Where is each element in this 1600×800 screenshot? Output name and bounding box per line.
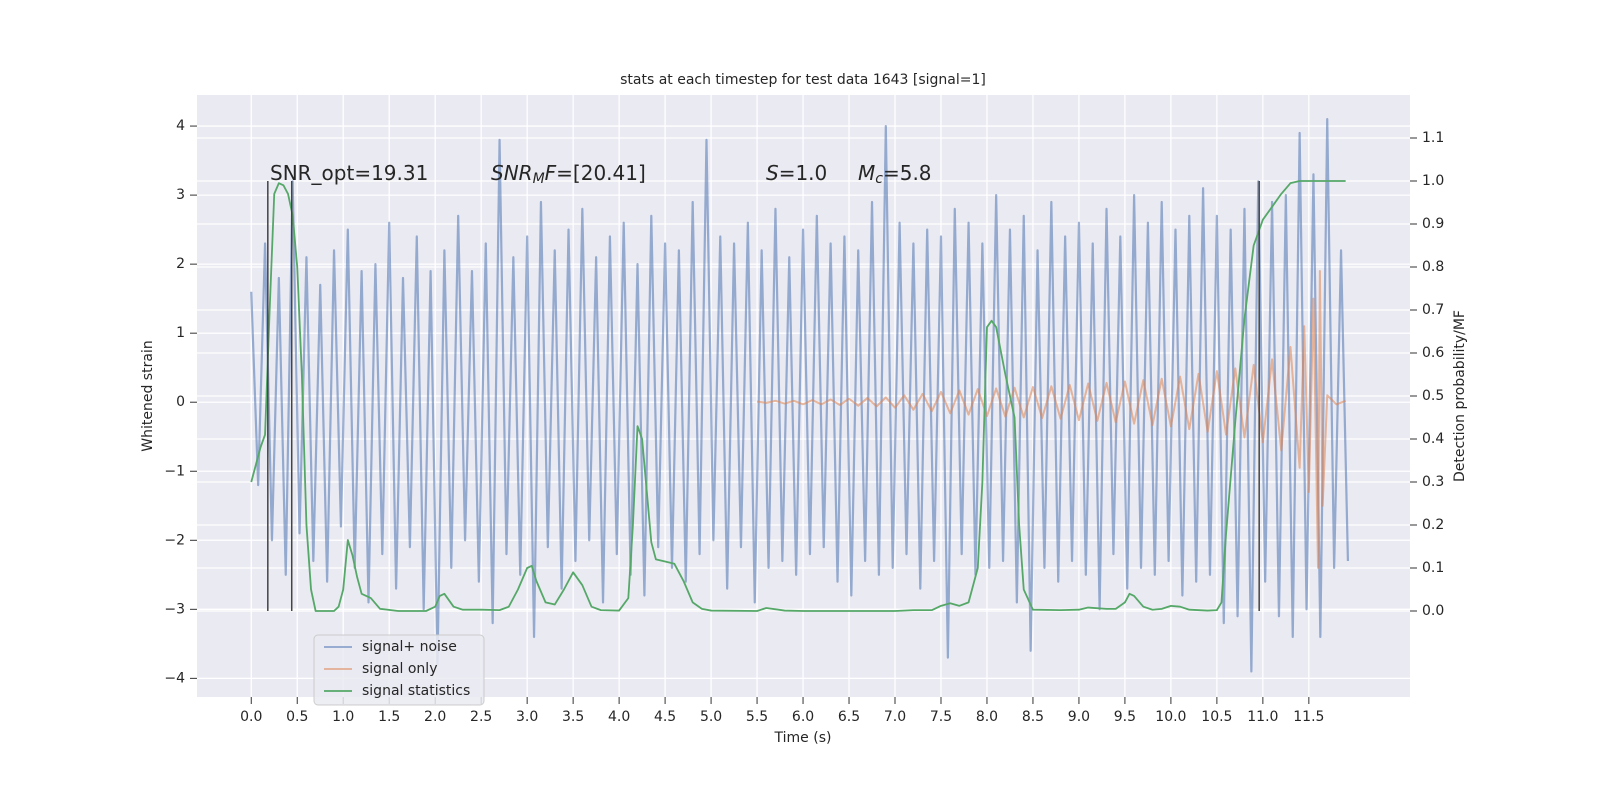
x-tick-label: 10.5 (1201, 709, 1232, 725)
x-tick-label: 2.5 (470, 709, 492, 725)
legend-label: signal only (362, 661, 437, 677)
x-tick-label: 0.0 (240, 709, 262, 725)
x-tick-label: 6.5 (838, 709, 860, 725)
x-tick-label: 5.0 (700, 709, 722, 725)
y2-tick-label: 0.9 (1422, 216, 1444, 232)
y2-tick-label: 0.1 (1422, 560, 1444, 576)
x-tick-label: 0.5 (286, 709, 308, 725)
annotation-part: S (766, 161, 779, 185)
y-tick-label: −3 (164, 601, 185, 617)
y-tick-label: 2 (176, 256, 185, 272)
x-tick-label: 11.5 (1293, 709, 1324, 725)
y2-tick-label: 0.5 (1422, 388, 1444, 404)
x-tick-label: 7.0 (884, 709, 906, 725)
legend-label: signal+ noise (362, 639, 457, 655)
x-tick-label: 3.0 (516, 709, 538, 725)
x-tick-label: 8.0 (976, 709, 998, 725)
y2-tick-label: 0.0 (1422, 603, 1444, 619)
annotation-part: F (545, 161, 557, 185)
x-tick-label: 4.5 (654, 709, 676, 725)
y-tick-label: −2 (164, 532, 185, 548)
y2-tick-label: 0.4 (1422, 431, 1444, 447)
x-axis-label: Time (s) (774, 730, 832, 746)
x-tick-label: 1.0 (332, 709, 354, 725)
x-tick-label: 9.5 (1114, 709, 1136, 725)
y2-axis-label: Detection probability/MF (1452, 310, 1468, 482)
y-tick-label: −4 (164, 670, 185, 686)
annotation: Mc=5.8 (858, 161, 932, 188)
y2-tick-label: 0.3 (1422, 474, 1444, 490)
y2-tick-label: 0.6 (1422, 345, 1444, 361)
x-tick-label: 8.5 (1022, 709, 1044, 725)
y-tick-label: 1 (176, 325, 185, 341)
annotation-part: =1.0 (779, 161, 828, 185)
series-line (756, 270, 1346, 569)
annotation: S=1.0 (766, 161, 827, 185)
x-tick-label: 10.0 (1155, 709, 1186, 725)
y2-tick-label: 1.1 (1422, 130, 1444, 146)
series-line (250, 180, 1346, 612)
y2-tick-label: 0.7 (1422, 302, 1444, 318)
x-tick-label: 9.0 (1068, 709, 1090, 725)
x-tick-label: 7.5 (930, 709, 952, 725)
legend-box (313, 634, 485, 706)
x-tick-label: 5.5 (746, 709, 768, 725)
annotation-part: =5.8 (883, 161, 932, 185)
y2-tick-label: 1.0 (1422, 173, 1444, 189)
legend-label: signal statistics (362, 683, 470, 699)
annotation-part: c (875, 171, 883, 187)
annotation-part: M (533, 171, 545, 187)
y2-tick-label: 0.8 (1422, 259, 1444, 275)
x-tick-label: 1.5 (378, 709, 400, 725)
annotation-part: M (858, 161, 875, 185)
y-tick-label: 3 (176, 187, 185, 203)
annotation: SNR_opt=19.31 (270, 161, 428, 185)
annotation: SNRMF=[20.41] (491, 161, 646, 188)
annotation-part: SNR (491, 161, 533, 185)
y-axis-label: Whitened strain (140, 340, 156, 451)
x-tick-label: 6.0 (792, 709, 814, 725)
y-tick-label: −1 (164, 463, 185, 479)
x-tick-label: 11.0 (1247, 709, 1278, 725)
annotation-part: SNR_opt=19.31 (270, 161, 428, 185)
annotation-part: =[20.41] (556, 161, 646, 185)
chart-title: stats at each timestep for test data 164… (620, 72, 986, 88)
y-tick-label: 4 (176, 118, 185, 134)
x-tick-label: 3.5 (562, 709, 584, 725)
y-tick-label: 0 (176, 394, 185, 410)
y2-tick-label: 0.2 (1422, 517, 1444, 533)
x-tick-label: 4.0 (608, 709, 630, 725)
x-tick-label: 2.0 (424, 709, 446, 725)
